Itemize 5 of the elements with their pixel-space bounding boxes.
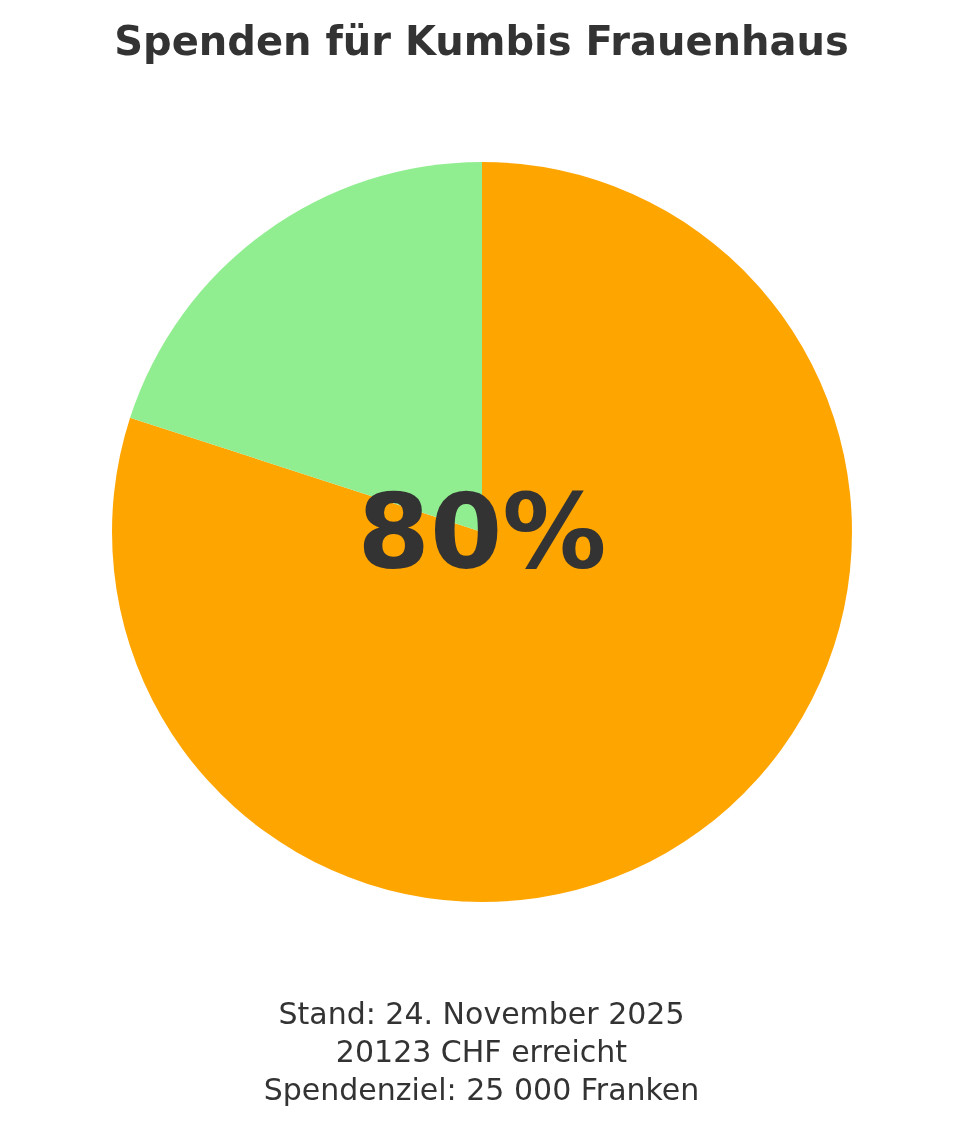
text: Stand: 24. November 2025 — [278, 995, 685, 1031]
data-label: 80% — [357, 471, 607, 593]
text: Spendenziel: 25 000 Franken — [263, 1071, 700, 1107]
chart-title: Spenden für Kumbis Frauenhaus — [114, 18, 849, 64]
text: 20123 CHF erreicht — [335, 1033, 628, 1069]
